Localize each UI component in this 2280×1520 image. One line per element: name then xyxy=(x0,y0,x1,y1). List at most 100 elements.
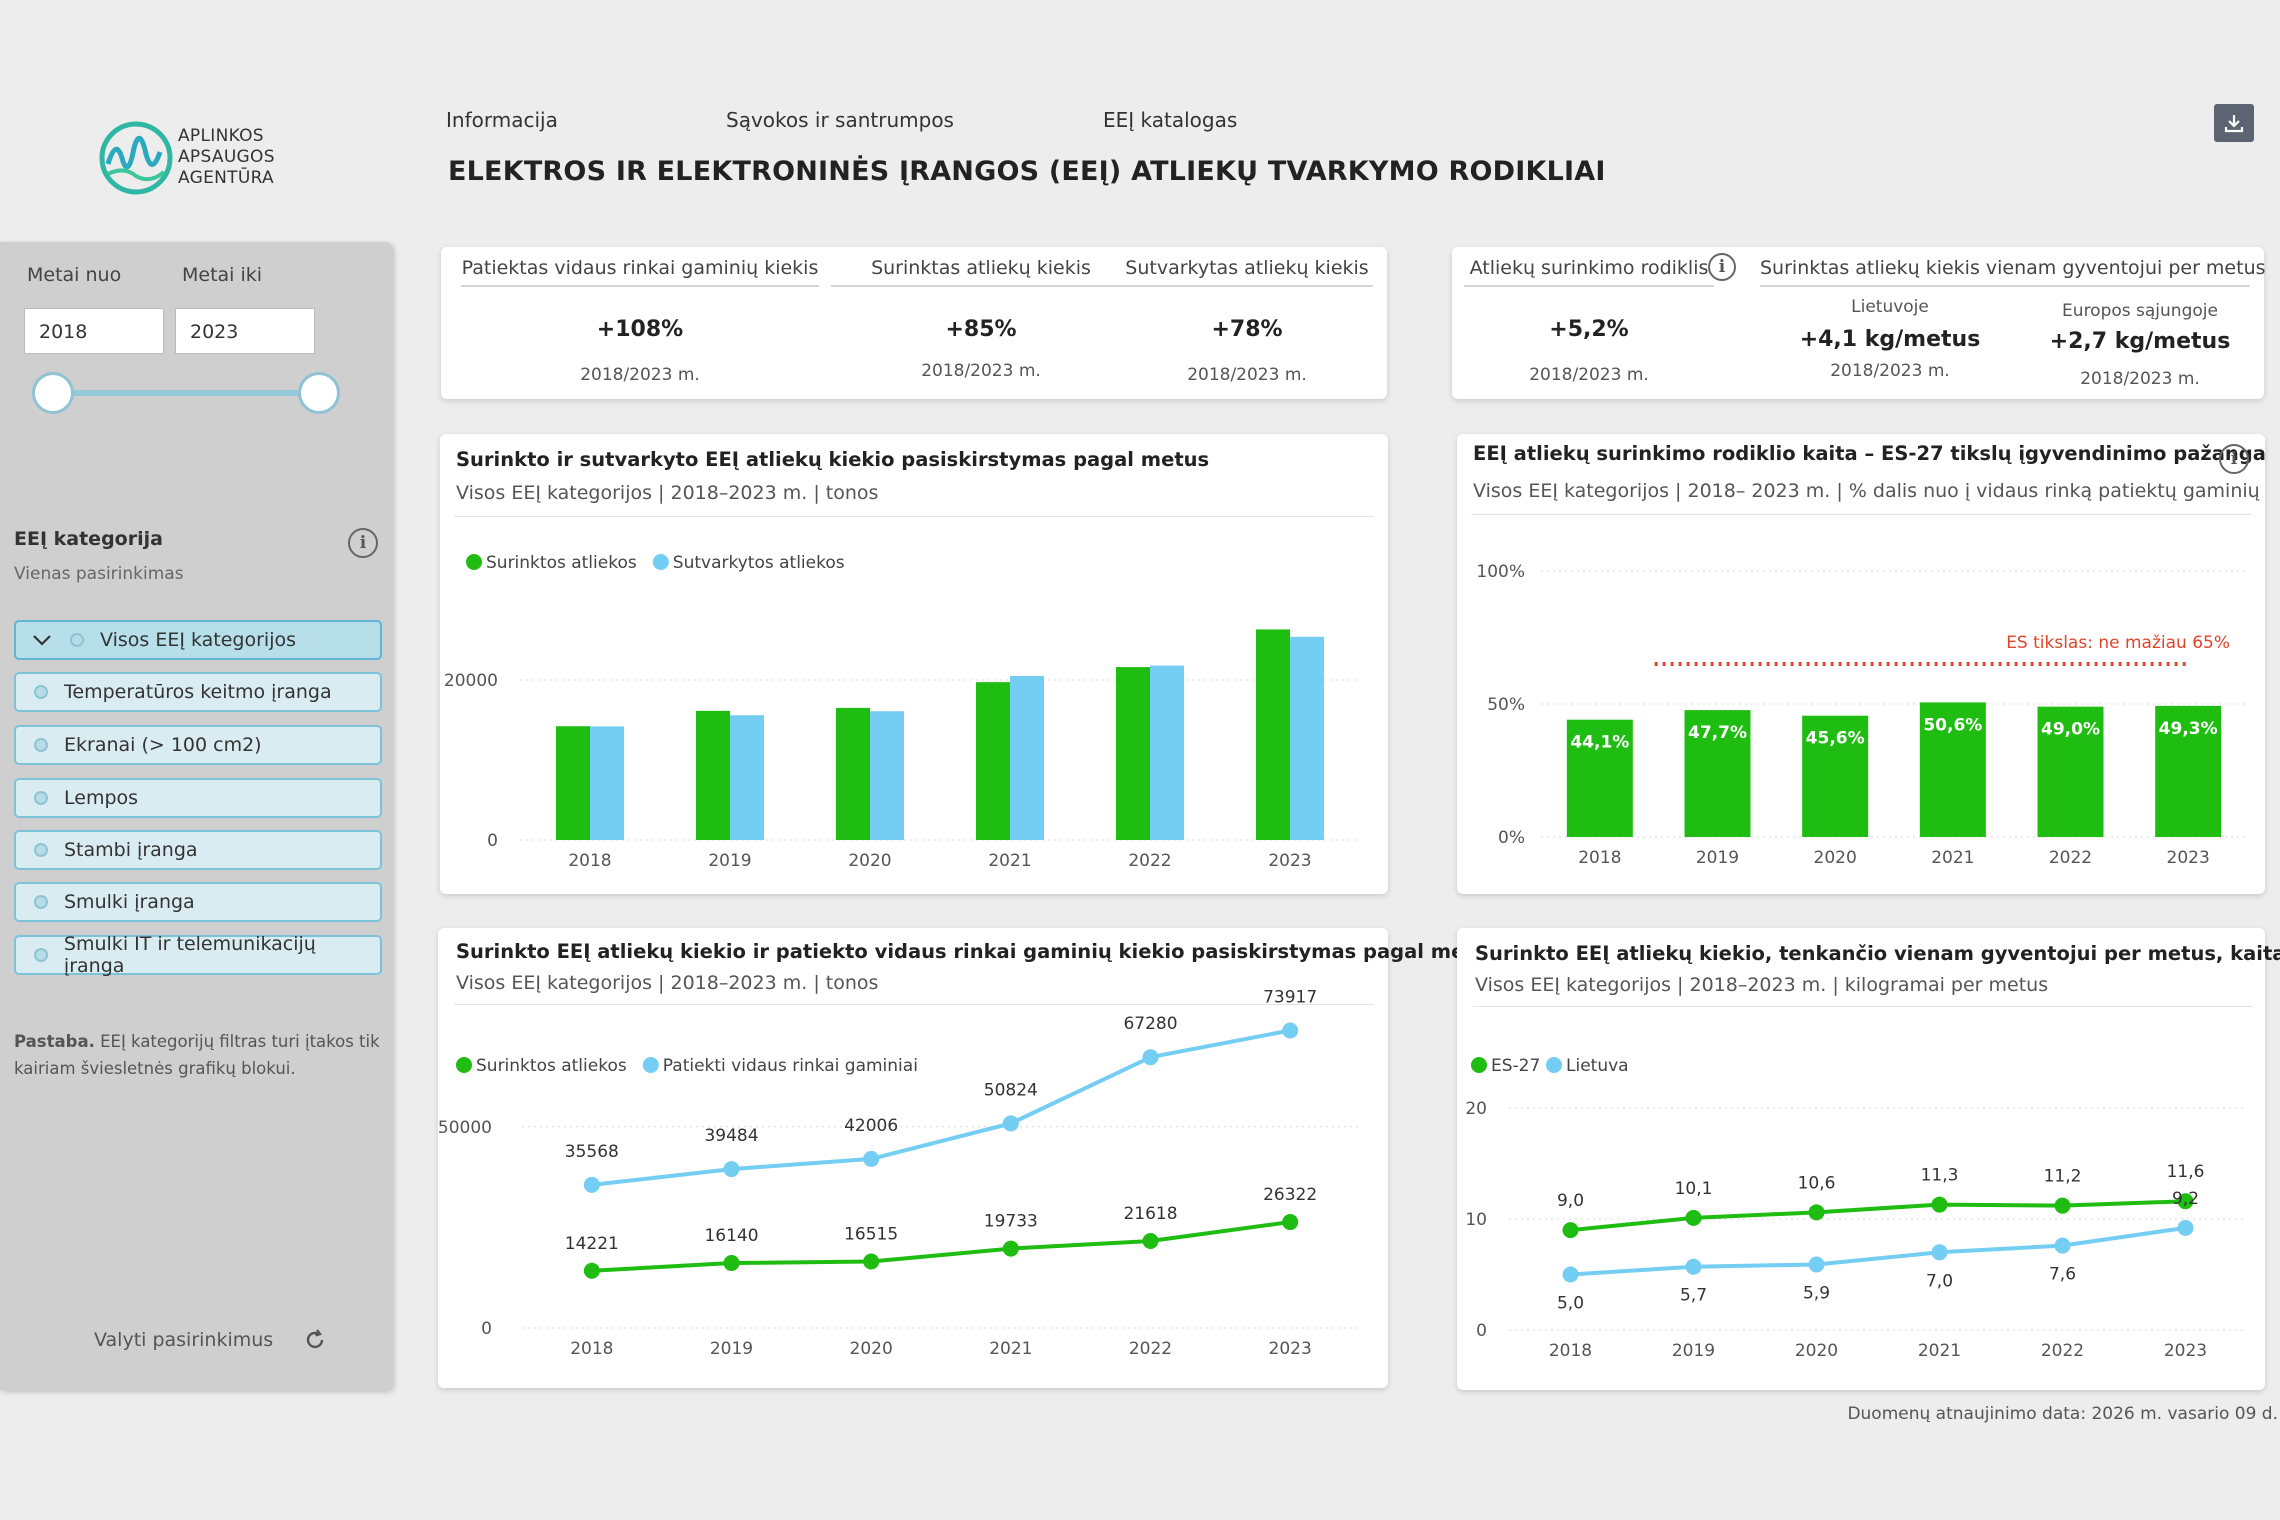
chart1-svg: Surinktos atliekos Sutvarkytos atliekos 0 2… xyxy=(444,553,1360,871)
kpi-card-right: Atliekų surinkimo rodiklis i +5,2% 2018/… xyxy=(1452,247,2266,399)
kpi-card-left: Patiektas vidaus rinkai gaminių kiekis +… xyxy=(441,247,1387,399)
category-subtitle: Vienas pasirinkimas xyxy=(14,564,184,584)
chart3-xtick-label: 2023 xyxy=(1269,1339,1312,1359)
chart4-data-label: 5,7 xyxy=(1680,1286,1707,1306)
chart4-data-label: 7,6 xyxy=(2049,1265,2076,1285)
category-item-large[interactable]: Stambi įranga xyxy=(14,830,382,870)
category-item-all[interactable]: Visos EEĮ kategorijos xyxy=(14,620,382,660)
kpi-treated-period: 2018/2023 m. xyxy=(1187,365,1307,385)
chart4-xtick-label: 2023 xyxy=(2164,1341,2207,1361)
chart4-data-label: 11,2 xyxy=(2044,1167,2082,1187)
chart2-data-label: 44,1% xyxy=(1570,733,1629,753)
chart2-info-icon[interactable]: i xyxy=(2219,444,2249,474)
chart3-point xyxy=(583,1262,600,1279)
reset-filters-button[interactable]: Valyti pasirinkimus xyxy=(94,1328,327,1352)
chart4-xtick-label: 2020 xyxy=(1795,1341,1838,1361)
chart3-title: Surinkto EEĮ atliekų kiekio ir patiekto … xyxy=(456,940,1500,963)
chart1-legend-marker xyxy=(466,554,482,570)
chart1-bar xyxy=(1290,636,1324,840)
chart4-ytick-label: 10 xyxy=(1465,1210,1487,1230)
chart3-point xyxy=(1282,1022,1299,1039)
category-item-lamps[interactable]: Lempos xyxy=(14,778,382,818)
chart4-subtitle: Visos EEĮ kategorijos | 2018–2023 m. | k… xyxy=(1475,974,2049,996)
year-to-input[interactable]: 2023 xyxy=(175,308,315,354)
chart3-data-label: 16140 xyxy=(704,1226,758,1246)
filter-note-line2: kairiam šviesletnės grafikų blokui. xyxy=(14,1059,296,1078)
rate-info-icon[interactable]: i xyxy=(1708,253,1736,281)
chart1-ytick-label: 0 xyxy=(487,831,498,851)
chart4-legend-marker xyxy=(1546,1057,1562,1073)
chart4-xtick-label: 2019 xyxy=(1672,1341,1715,1361)
kpi-rate-value: +5,2% xyxy=(1549,317,1629,342)
category-item-screens[interactable]: Ekranai (> 100 cm2) xyxy=(14,725,382,765)
chart3-divider xyxy=(454,1004,1374,1005)
chart2-xtick-label: 2019 xyxy=(1696,848,1739,868)
chart4-point xyxy=(2054,1237,2071,1254)
kpi-market-value: +108% xyxy=(596,317,684,342)
chart2-subtitle: Visos EEĮ kategorijos | 2018– 2023 m. | … xyxy=(1473,480,2260,502)
chart3-data-label: 16515 xyxy=(844,1225,898,1245)
logo-icon xyxy=(99,121,173,195)
kpi-eu-label: Europos sąjungoje xyxy=(2062,301,2218,321)
logo-text-line2: APSAUGOS xyxy=(178,147,275,167)
category-item-temperature[interactable]: Temperatūros keitmo įranga xyxy=(14,672,382,712)
chart2-data-label: 49,3% xyxy=(2159,719,2218,739)
chart4-point xyxy=(1808,1204,1825,1221)
kpi-eu-period: 2018/2023 m. xyxy=(2080,369,2200,389)
chart3-data-label: 42006 xyxy=(844,1116,898,1136)
category-item-small[interactable]: Smulki įranga xyxy=(14,882,382,922)
chart4-data-label: 11,6 xyxy=(2167,1162,2205,1182)
nav-catalog[interactable]: EEĮ katalogas xyxy=(1103,108,1238,132)
chart2-target-label: ES tikslas: ne mažiau 65% xyxy=(2006,633,2230,653)
filter-sidebar: Metai nuo Metai iki 2018 2023 EEĮ katego… xyxy=(0,242,392,1390)
chart3-data-label: 14221 xyxy=(565,1234,619,1254)
chart-card-collected-treated: Surinkto ir sutvarkyto EEĮ atliekų kieki… xyxy=(440,434,1388,894)
chart4-legend-label: Lietuva xyxy=(1566,1056,1629,1076)
chart4-data-label: 10,6 xyxy=(1798,1173,1836,1193)
chart1-legend-label: Sutvarkytos atliekos xyxy=(673,553,845,573)
chart1-ytick-label: 20000 xyxy=(444,671,498,691)
kpi-market-header: Patiektas vidaus rinkai gaminių kiekis xyxy=(461,257,819,287)
chart2-ytick-label: 100% xyxy=(1476,562,1525,582)
category-label: Lempos xyxy=(64,787,139,809)
radio-icon xyxy=(34,948,48,962)
category-info-icon[interactable]: i xyxy=(348,528,378,558)
year-slider-start-handle[interactable] xyxy=(32,372,74,414)
kpi-collected-period: 2018/2023 m. xyxy=(921,361,1041,381)
kpi-percapita-header: Surinktas atliekų kiekis vienam gyventoj… xyxy=(1760,257,2266,287)
chart3-legend-label: Surinktos atliekos xyxy=(476,1056,627,1076)
nav-information[interactable]: Informacija xyxy=(446,108,558,132)
chart4-series-line xyxy=(1570,1199,2186,1233)
year-from-label: Metai nuo xyxy=(27,264,122,286)
chart3-data-label: 67280 xyxy=(1123,1014,1177,1034)
chart1-bar xyxy=(1010,676,1044,840)
chart2-divider xyxy=(1471,514,2251,515)
year-from-input[interactable]: 2018 xyxy=(24,308,164,354)
year-slider-track[interactable] xyxy=(52,390,322,396)
chart3-data-label: 19733 xyxy=(984,1212,1038,1232)
chart4-point xyxy=(1562,1222,1579,1239)
nav-terms[interactable]: Sąvokos ir santrumpos xyxy=(726,108,954,132)
chart3-legend-label: Patiekti vidaus rinkai gaminiai xyxy=(663,1056,918,1076)
chart3-subtitle: Visos EEĮ kategorijos | 2018–2023 m. | t… xyxy=(456,972,879,994)
kpi-lt-period: 2018/2023 m. xyxy=(1830,361,1950,381)
chart3-point xyxy=(863,1253,880,1270)
chart2-title: EEĮ atliekų surinkimo rodiklio kaita – E… xyxy=(1473,442,2266,465)
kpi-rate-period: 2018/2023 m. xyxy=(1529,365,1649,385)
reset-filters-label: Valyti pasirinkimus xyxy=(94,1329,274,1351)
chart3-xtick-label: 2021 xyxy=(989,1339,1032,1359)
download-button[interactable] xyxy=(2214,104,2254,142)
chart4-data-label: 11,3 xyxy=(1921,1166,1959,1186)
category-item-it[interactable]: Smulki IT ir telemunikacijų įranga xyxy=(14,933,382,977)
year-slider-end-handle[interactable] xyxy=(298,372,340,414)
chart3-ytick-label: 50000 xyxy=(438,1118,492,1138)
download-icon xyxy=(2224,115,2244,133)
chart4-series-line xyxy=(1570,1225,2186,1277)
chart3-xtick-label: 2018 xyxy=(570,1339,613,1359)
chart3-point xyxy=(1282,1214,1299,1231)
kpi-lt-value: +4,1 kg/metus xyxy=(1799,327,1981,352)
chart4-legend-marker xyxy=(1471,1057,1487,1073)
chart4-ytick-label: 0 xyxy=(1476,1321,1487,1341)
chart4-data-label: 9,2 xyxy=(2172,1189,2199,1209)
radio-icon xyxy=(34,895,48,909)
